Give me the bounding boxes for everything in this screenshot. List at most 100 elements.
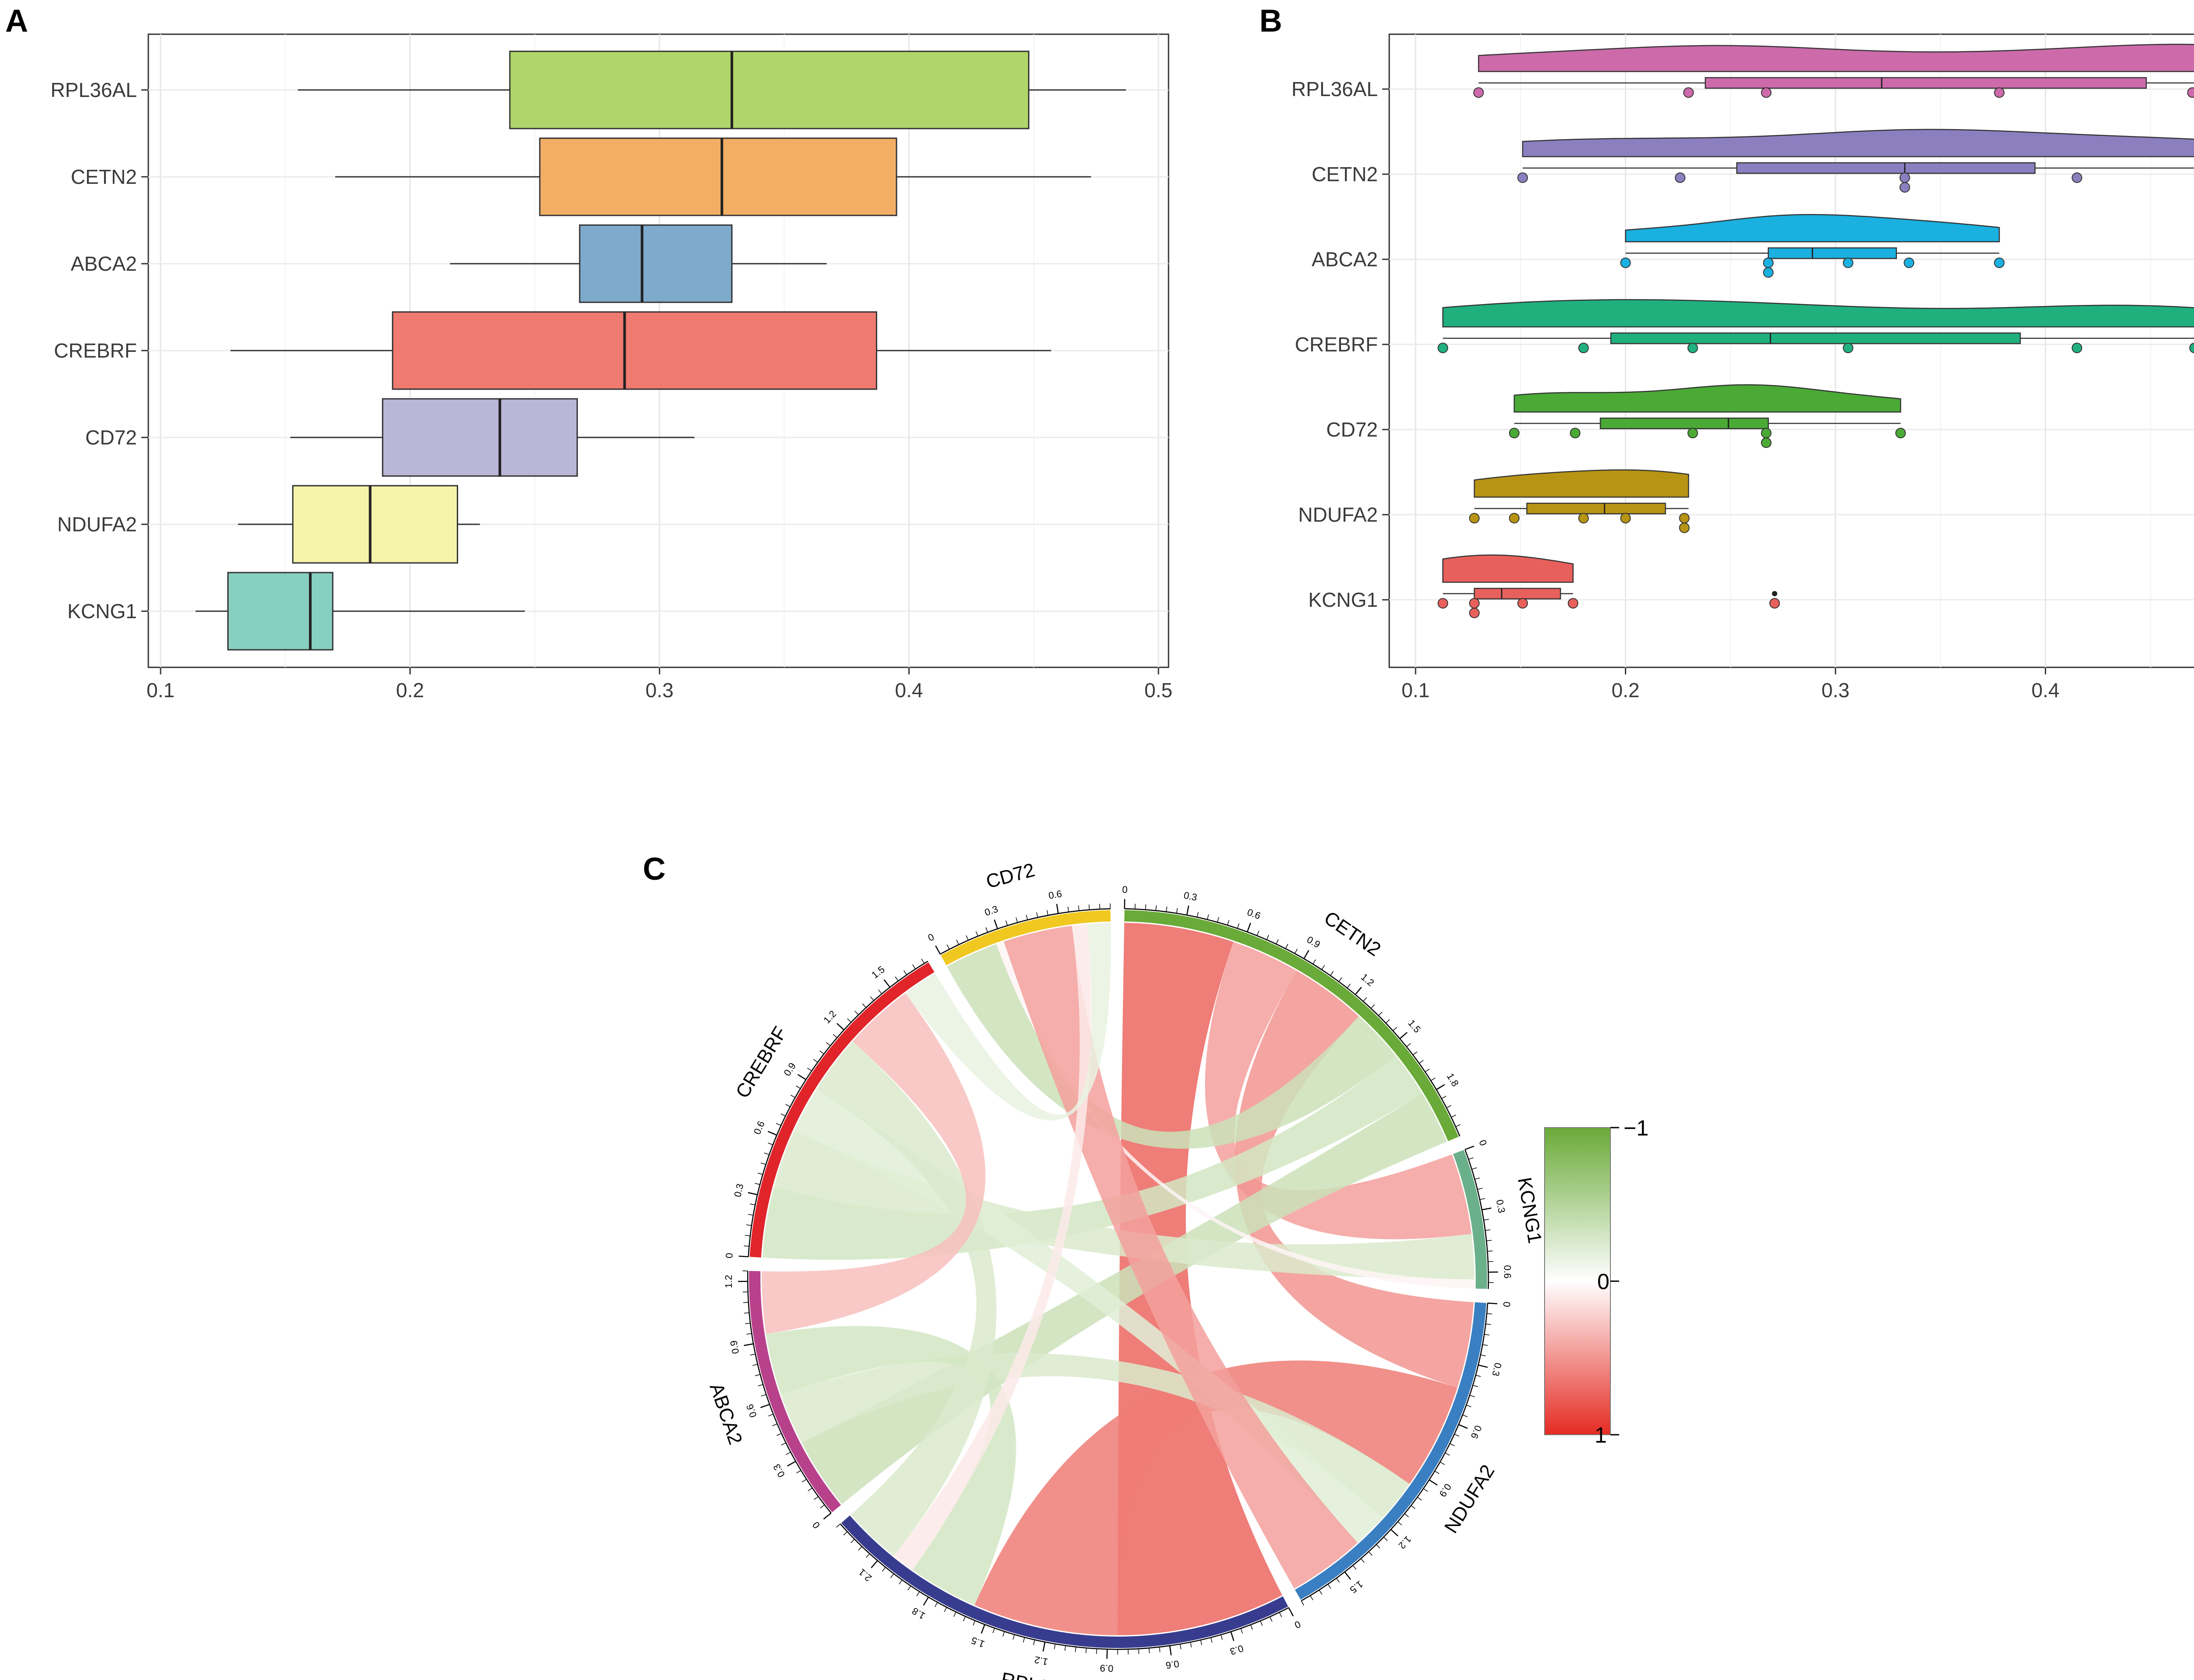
box-crebrf bbox=[1610, 332, 2021, 344]
chord-link-rpl36al-crebrf bbox=[817, 1041, 997, 1556]
data-point-cetn2 bbox=[1899, 172, 1910, 183]
sector-tick bbox=[1015, 917, 1018, 923]
sector-tick bbox=[1042, 1642, 1046, 1652]
sector-tick bbox=[1406, 1043, 1411, 1047]
data-point-ndufa2 bbox=[1679, 513, 1690, 523]
sector-tick bbox=[745, 1322, 751, 1324]
sector-tick bbox=[797, 1074, 807, 1080]
sector-tick bbox=[1002, 1631, 1005, 1637]
box-abca2 bbox=[579, 224, 733, 303]
sector-tick bbox=[1478, 1364, 1488, 1368]
data-point-cetn2 bbox=[1517, 172, 1528, 183]
data-point-crebrf bbox=[1687, 343, 1698, 353]
sector-tick bbox=[1368, 1551, 1373, 1556]
sector-tick bbox=[1166, 906, 1168, 912]
sector-axis-crebrf bbox=[748, 960, 929, 1257]
sector-tick bbox=[1240, 1628, 1243, 1633]
panel-b-raincloud: B RPL36AL CETN2 ABCA2 CREBRF CD72 NDUFA2 KCNG1… bbox=[1259, 4, 2194, 702]
chord-link-cetn2-kcng1 bbox=[1205, 942, 1472, 1239]
sector-tick bbox=[1455, 1124, 1461, 1127]
sector-tick bbox=[972, 1620, 975, 1626]
y-tick-label: NDUFA2 bbox=[1298, 503, 1378, 526]
data-point-abca2 bbox=[1843, 258, 1853, 268]
sector-tick bbox=[935, 945, 941, 955]
sector-tick bbox=[1036, 912, 1038, 918]
sector-tick bbox=[946, 944, 950, 949]
sector-tick bbox=[1473, 1385, 1478, 1387]
sector-tick-label: 0 bbox=[1477, 1138, 1489, 1147]
sector-tick bbox=[807, 1487, 813, 1491]
sector-tick bbox=[866, 1553, 870, 1558]
sector-tick bbox=[1169, 1645, 1172, 1655]
data-point-crebrf bbox=[2072, 343, 2083, 353]
data-point-abca2 bbox=[1763, 267, 1774, 278]
sector-tick bbox=[757, 1172, 763, 1175]
sector-tick bbox=[1023, 1637, 1025, 1643]
sector-tick bbox=[878, 989, 882, 994]
y-tick-label: CD72 bbox=[1326, 418, 1378, 441]
sector-tick bbox=[760, 1404, 770, 1408]
sector-tick bbox=[966, 935, 969, 941]
sector-tick bbox=[781, 1442, 786, 1446]
sector-tick-label: 0.3 bbox=[983, 903, 1000, 918]
sector-tick-label: 0.3 bbox=[732, 1182, 746, 1198]
sector-tick bbox=[1210, 1637, 1213, 1643]
sector-tick bbox=[745, 1235, 750, 1236]
sector-tick-label: 0.6 bbox=[1165, 1658, 1180, 1671]
sector-tick-label: 0.3 bbox=[1490, 1362, 1504, 1378]
sector-tick bbox=[1256, 931, 1259, 936]
sector-tick bbox=[1481, 1207, 1492, 1211]
sector-tick bbox=[1352, 1565, 1357, 1570]
data-point-rpl36al bbox=[1761, 87, 1772, 98]
sector-tick-label: 0.3 bbox=[1183, 890, 1198, 903]
legend-label-bottom: 1 bbox=[1595, 1423, 1607, 1447]
data-point-crebrf bbox=[1438, 343, 1448, 353]
data-point-abca2 bbox=[1620, 258, 1631, 268]
sector-tick bbox=[1425, 1068, 1430, 1072]
sector-tick bbox=[882, 1567, 886, 1572]
sector-tick bbox=[1159, 1647, 1161, 1652]
data-point-ndufa2 bbox=[1620, 513, 1631, 523]
sector-tick-label: 0.6 bbox=[744, 1403, 759, 1419]
sector-tick bbox=[752, 1364, 758, 1366]
sector-tick bbox=[755, 1374, 760, 1376]
sector-tick bbox=[1319, 1590, 1323, 1595]
panel-c-label: C bbox=[643, 852, 666, 887]
sector-axis-rpl36al bbox=[839, 1523, 1289, 1650]
sector-tick bbox=[981, 1624, 986, 1634]
data-point-cd72 bbox=[1509, 428, 1520, 438]
sector-tick bbox=[1471, 1167, 1477, 1170]
sector-tick bbox=[1462, 1415, 1468, 1417]
sector-tick bbox=[923, 1597, 929, 1606]
sector-tick bbox=[760, 1162, 766, 1165]
sector-tick bbox=[750, 1204, 756, 1206]
panel-b-grid bbox=[1389, 34, 2194, 667]
legend-colorbar bbox=[1544, 1127, 1611, 1435]
data-point-cd72 bbox=[1761, 428, 1772, 438]
sector-tick bbox=[1012, 1634, 1015, 1640]
box-ndufa2 bbox=[292, 485, 459, 564]
sector-tick bbox=[1411, 1505, 1416, 1509]
sector-tick bbox=[1383, 1537, 1388, 1541]
outlier-point bbox=[1772, 591, 1778, 596]
panel-b-label: B bbox=[1259, 4, 1282, 39]
sector-tick bbox=[1190, 1642, 1192, 1648]
sector-tick bbox=[836, 1023, 845, 1031]
data-point-rpl36al bbox=[1994, 87, 2005, 98]
sector-axis-kcng1 bbox=[1464, 1149, 1489, 1289]
sector-tick bbox=[1230, 1631, 1234, 1641]
panel-a-label: A bbox=[5, 4, 28, 39]
sector-tick bbox=[1412, 1051, 1418, 1055]
data-point-cd72 bbox=[1761, 437, 1772, 448]
sector-tick-label: 1.5 bbox=[869, 964, 886, 981]
box-abca2 bbox=[1767, 247, 1897, 259]
sector-tick bbox=[1303, 950, 1309, 959]
sector-tick bbox=[768, 1414, 774, 1417]
sector-tick bbox=[1347, 983, 1351, 989]
sector-tick bbox=[1200, 1640, 1202, 1645]
cloud-rpl36al bbox=[1478, 43, 2194, 72]
sector-tick bbox=[1449, 1443, 1455, 1447]
sector-axis-ndufa2 bbox=[1301, 1303, 1488, 1601]
sector-tick bbox=[1399, 1032, 1408, 1039]
